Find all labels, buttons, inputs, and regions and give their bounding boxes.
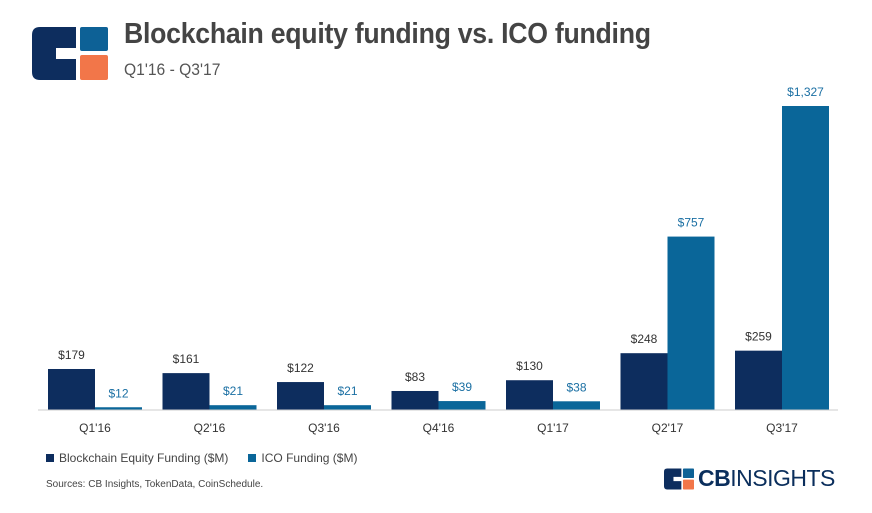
brand-wordmark: CBINSIGHTS bbox=[698, 465, 835, 492]
legend-label-equity: Blockchain Equity Funding ($M) bbox=[59, 451, 229, 465]
data-label-equity: $179 bbox=[58, 348, 85, 362]
x-tick-label: Q2'16 bbox=[194, 421, 226, 435]
x-tick-label: Q1'17 bbox=[537, 421, 569, 435]
data-label-ico: $21 bbox=[337, 384, 357, 398]
data-label-ico: $12 bbox=[108, 386, 128, 400]
chart-subtitle: Q1'16 - Q3'17 bbox=[124, 60, 221, 79]
data-label-ico: $1,327 bbox=[787, 85, 824, 99]
bar-equity bbox=[48, 368, 95, 410]
data-label-ico: $39 bbox=[452, 380, 472, 394]
data-label-equity: $259 bbox=[745, 330, 772, 344]
bar-equity bbox=[620, 353, 668, 410]
data-label-ico: $757 bbox=[678, 216, 705, 230]
bar-ico bbox=[782, 106, 829, 410]
bar-ico bbox=[324, 405, 371, 410]
bar-equity bbox=[735, 350, 782, 410]
cb-insights-brand: CBINSIGHTS bbox=[664, 465, 835, 492]
bar-equity bbox=[506, 380, 553, 410]
bar-equity bbox=[277, 382, 324, 410]
bar-ico bbox=[667, 236, 715, 410]
data-label-equity: $248 bbox=[631, 332, 658, 346]
legend: Blockchain Equity Funding ($M) ICO Fundi… bbox=[46, 451, 357, 465]
data-label-equity: $161 bbox=[173, 352, 200, 366]
brand-cb: CB bbox=[698, 465, 731, 491]
bar-equity bbox=[162, 373, 210, 410]
x-tick-label: Q3'17 bbox=[766, 421, 798, 435]
brand-insights: INSIGHTS bbox=[730, 465, 835, 491]
data-label-ico: $38 bbox=[566, 380, 586, 394]
cb-insights-brand-icon bbox=[664, 468, 694, 489]
x-tick-label: Q4'16 bbox=[423, 421, 455, 435]
x-tick-label: Q1'16 bbox=[79, 421, 111, 435]
bar-ico bbox=[209, 405, 257, 410]
legend-item-ico: ICO Funding ($M) bbox=[248, 451, 357, 465]
data-label-equity: $122 bbox=[287, 361, 314, 375]
data-label-equity: $130 bbox=[516, 359, 543, 373]
bar-equity bbox=[391, 390, 439, 410]
legend-swatch-equity bbox=[46, 454, 54, 462]
bar-ico bbox=[438, 401, 486, 410]
data-label-ico: $21 bbox=[223, 384, 243, 398]
source-note: Sources: CB Insights, TokenData, CoinSch… bbox=[46, 479, 264, 490]
x-tick-label: Q2'17 bbox=[652, 421, 684, 435]
legend-swatch-ico bbox=[248, 454, 257, 462]
data-label-equity: $83 bbox=[405, 370, 425, 384]
cb-insights-logo bbox=[32, 27, 108, 80]
chart-title: Blockchain equity funding vs. ICO fundin… bbox=[124, 18, 651, 50]
x-tick-label: Q3'16 bbox=[308, 421, 340, 435]
legend-label-ico: ICO Funding ($M) bbox=[261, 451, 358, 465]
bar-ico bbox=[95, 407, 142, 410]
bar-ico bbox=[553, 401, 600, 410]
legend-item-equity: Blockchain Equity Funding ($M) bbox=[46, 451, 228, 465]
